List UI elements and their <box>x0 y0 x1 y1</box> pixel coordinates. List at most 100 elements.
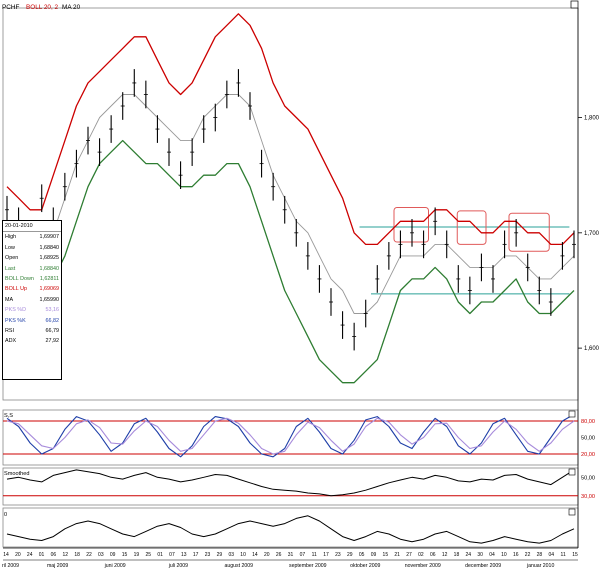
adx-line <box>6 515 575 544</box>
info-row: PKS %D 53,16 <box>3 305 61 315</box>
day-tick-label: 02 <box>418 552 424 558</box>
day-tick-label: 15 <box>122 552 128 558</box>
info-value: 66,82 <box>45 317 60 324</box>
info-label: RSI <box>5 328 14 335</box>
panel-window-box <box>568 410 576 418</box>
info-label: BOLL Up <box>5 286 27 293</box>
day-tick-label: 06 <box>51 552 57 558</box>
month-tick-label-partial: ril 2009 <box>2 563 19 569</box>
info-value: 27,92 <box>45 338 60 345</box>
day-tick-label: 04 <box>549 552 555 558</box>
day-tick-label: 31 <box>288 552 294 558</box>
info-value: 1,69069 <box>39 286 60 293</box>
annotation-box <box>456 210 487 245</box>
boll-down-line <box>6 139 575 384</box>
main-panel-frame <box>2 7 579 401</box>
pks-d-line <box>6 417 575 455</box>
info-row: Open 1,68925 <box>3 253 61 263</box>
info-label: Low <box>5 244 15 251</box>
info-value: 1,65990 <box>39 296 60 303</box>
legend-entry: PCHF <box>2 4 19 11</box>
day-tick-label: 23 <box>335 552 341 558</box>
info-label: PKS %D <box>5 307 26 314</box>
day-tick-label: 10 <box>240 552 246 558</box>
month-tick-label: september 2009 <box>289 563 327 569</box>
info-row: Last 1,68840 <box>3 264 61 274</box>
info-value: 1,69907 <box>39 234 60 241</box>
day-tick-label: 17 <box>193 552 199 558</box>
info-value: 1,68925 <box>39 255 60 262</box>
annotation-box <box>393 206 429 243</box>
panel-window-box <box>568 508 576 516</box>
boll-up-line <box>6 13 575 246</box>
info-value: 1,62811 <box>39 276 59 283</box>
price-tick-label: 1,700 <box>584 231 600 237</box>
day-tick-label: 23 <box>205 552 211 558</box>
day-tick-label: 01 <box>157 552 163 558</box>
panel-window-box <box>568 468 576 476</box>
info-label: BOLL Down <box>5 276 34 283</box>
day-tick-label: 29 <box>217 552 223 558</box>
info-label: PKS %K <box>5 317 26 324</box>
info-label: Last <box>5 265 16 272</box>
info-value: 53,16 <box>45 307 60 314</box>
day-tick-label: 09 <box>110 552 116 558</box>
info-label: ADX <box>5 338 17 345</box>
price-tick-label: 1,800 <box>584 116 600 122</box>
adx-panel-label: 0 <box>4 512 7 518</box>
legend-entry: BOLL 20, 2 <box>26 4 59 11</box>
day-tick-label: 15 <box>572 552 578 558</box>
day-tick-label: 25 <box>145 552 151 558</box>
day-tick-label: 04 <box>489 552 495 558</box>
smoothed-tick-label: 30,00 <box>581 494 595 500</box>
day-tick-label: 21 <box>394 552 400 558</box>
day-tick-label: 20 <box>264 552 270 558</box>
month-tick-label: januar 2010 <box>526 563 555 569</box>
price-tick-label: 1,600 <box>584 346 600 352</box>
stochastic-tick-label: 20,00 <box>581 452 595 458</box>
day-tick-label: 16 <box>513 552 519 558</box>
info-value: 1,68840 <box>39 265 60 272</box>
stochastic-tick-label: 80,00 <box>581 419 595 425</box>
info-row: Low 1,68840 <box>3 243 61 253</box>
day-tick-label: 07 <box>300 552 306 558</box>
annotation-box <box>508 212 550 252</box>
day-tick-label: 12 <box>62 552 68 558</box>
smoothed-tick-label: 50,00 <box>581 475 595 481</box>
info-box: 20-01-2010 High 1,69907 Low 1,68840 Open 1,68… <box>2 220 62 380</box>
info-row: PKS %K 66,82 <box>3 316 61 326</box>
day-tick-label: 06 <box>430 552 436 558</box>
day-tick-label: 01 <box>39 552 45 558</box>
smoothed-panel-frame <box>2 467 579 506</box>
day-tick-label: 14 <box>3 552 9 558</box>
day-tick-label: 17 <box>323 552 329 558</box>
info-row: ADX 27,92 <box>3 336 61 346</box>
day-tick-label: 26 <box>276 552 282 558</box>
month-tick-label: juni 2009 <box>104 563 126 569</box>
day-tick-label: 15 <box>383 552 389 558</box>
info-label: MA <box>5 296 14 303</box>
stochastic-panel-label: S,S <box>4 413 13 419</box>
day-tick-label: 30 <box>477 552 483 558</box>
adx-panel-frame <box>2 507 579 548</box>
smoothed-line <box>6 469 575 497</box>
month-tick-label: august 2009 <box>224 563 253 569</box>
day-tick-label: 11 <box>312 552 317 558</box>
day-tick-label: 22 <box>86 552 92 558</box>
day-tick-label: 24 <box>466 552 472 558</box>
day-tick-label: 18 <box>454 552 460 558</box>
month-tick-label: december 2009 <box>465 563 501 569</box>
day-tick-label: 22 <box>525 552 531 558</box>
pks-k-line <box>6 413 575 458</box>
info-row: RSI 66,79 <box>3 326 61 336</box>
day-tick-label: 24 <box>27 552 33 558</box>
month-tick-label: oktober 2009 <box>350 563 380 569</box>
day-tick-label: 03 <box>98 552 104 558</box>
day-tick-label: 18 <box>74 552 80 558</box>
smoothed-panel-label: Smoothed <box>4 471 30 477</box>
day-tick-label: 11 <box>561 552 566 558</box>
info-value: 1,68840 <box>39 244 60 251</box>
month-tick-label: november 2009 <box>405 563 441 569</box>
